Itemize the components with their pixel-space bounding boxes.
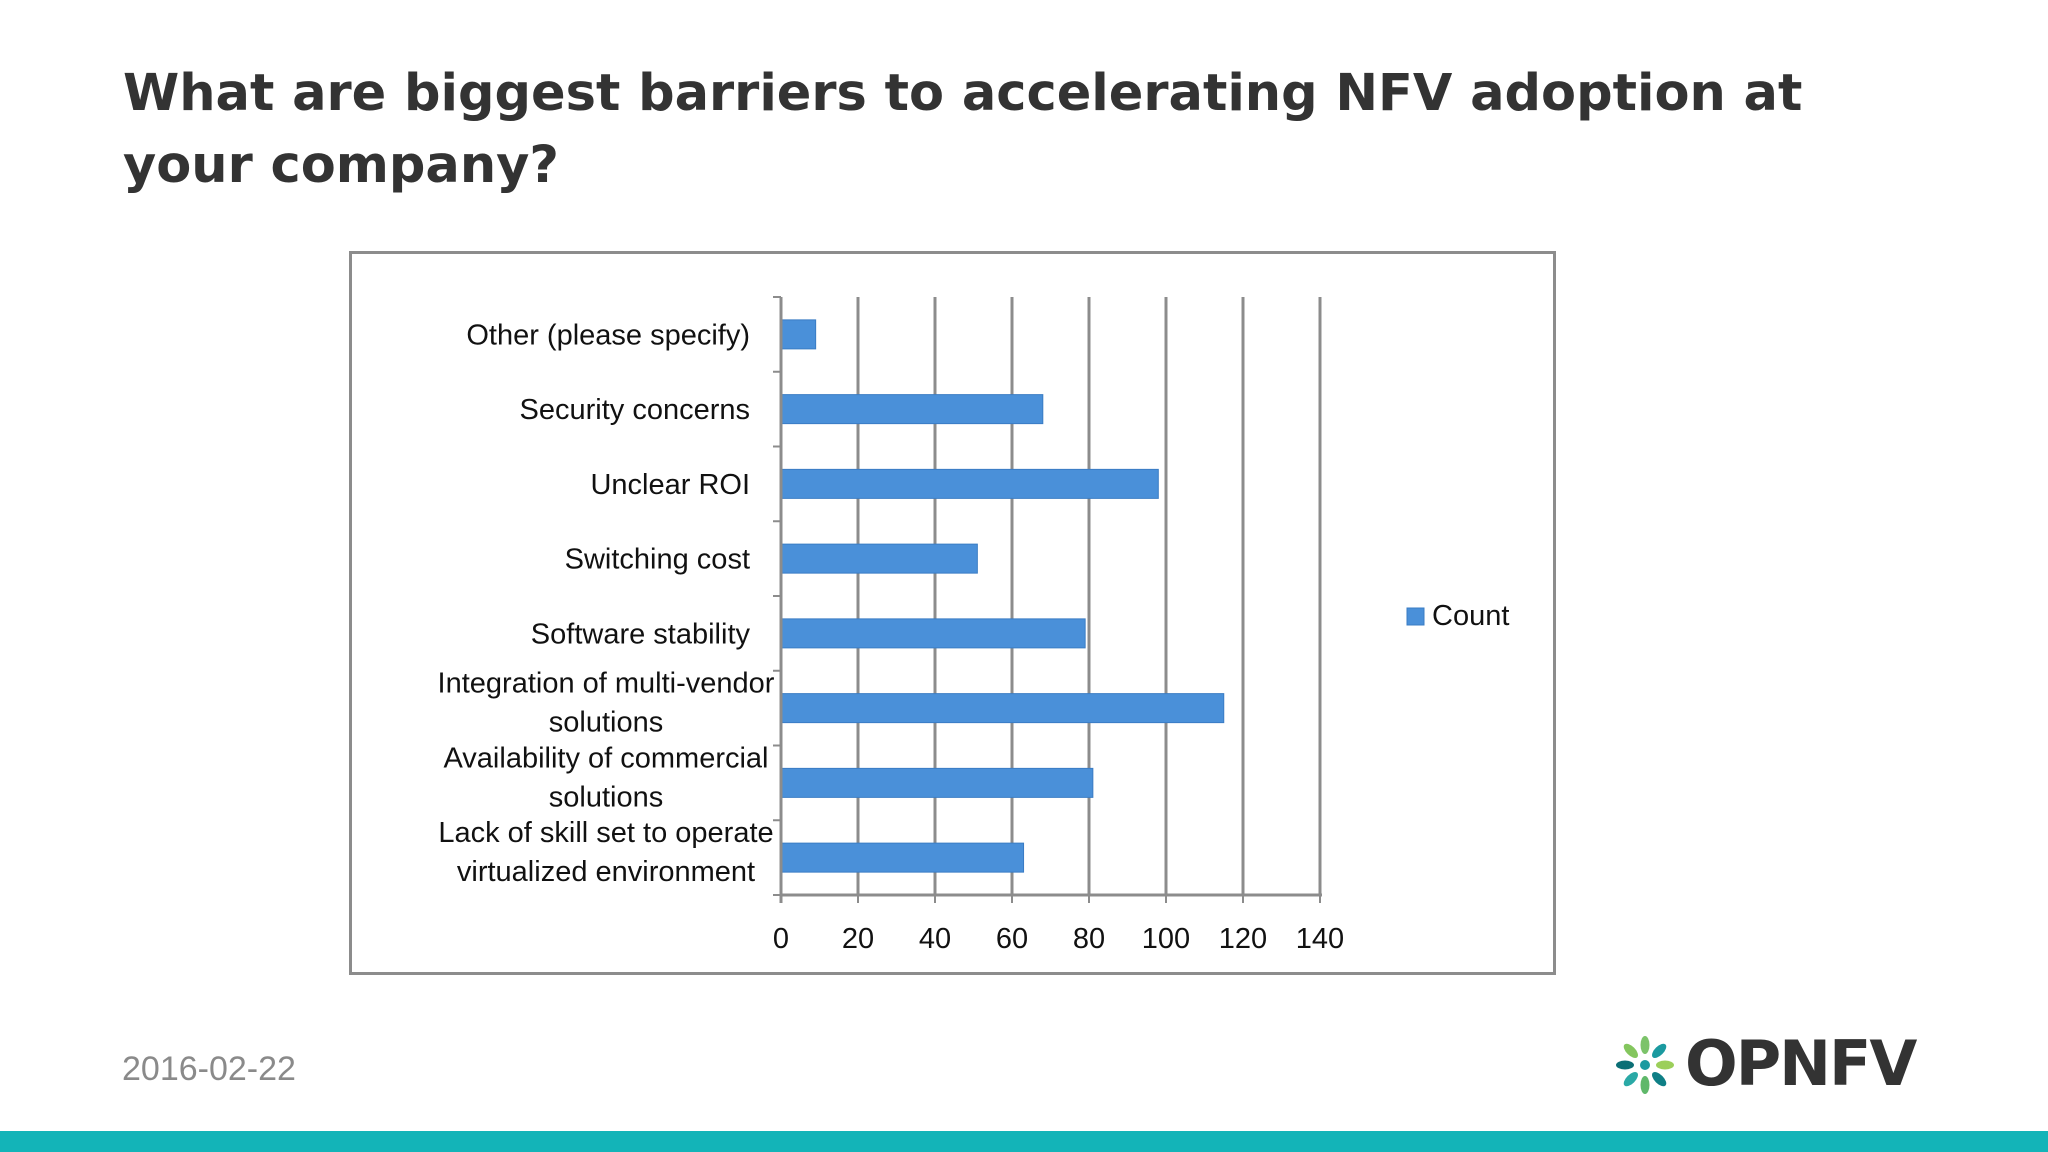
bar-4 — [780, 543, 978, 574]
logo-wordmark: OPNFV — [1685, 1027, 1917, 1100]
category-label-8: Lack of skill set to operate virtualized … — [438, 817, 773, 888]
bar-8 — [780, 842, 1025, 873]
legend-swatch — [1406, 607, 1425, 626]
bar-7 — [780, 767, 1094, 798]
slide-date: 2016-02-22 — [122, 1050, 296, 1088]
legend: Count — [1406, 600, 1509, 632]
slide-title: What are biggest barriers to acceleratin… — [123, 64, 1803, 195]
category-label-6: Integration of multi-vendor solutions — [438, 668, 775, 739]
bar-chart: Other (please specify) Security concerns U… — [438, 296, 1509, 955]
x-tick-label-140: 140 — [1296, 923, 1344, 955]
opnfv-logo: OPNFV — [1612, 1027, 1917, 1100]
category-label-7: Availability of commercial solutions — [443, 742, 768, 813]
category-label-2: Security concerns — [520, 394, 751, 426]
x-tick-label-0: 0 — [773, 923, 789, 955]
x-tick-label-40: 40 — [919, 923, 951, 955]
x-tick-label-120: 120 — [1219, 923, 1267, 955]
opnfv-flower-icon — [1616, 1036, 1674, 1094]
chart-frame: Other (please specify) Security concerns U… — [349, 251, 1556, 975]
category-label-4: Switching cost — [565, 544, 750, 576]
legend-label: Count — [1432, 600, 1509, 632]
x-tick-label-100: 100 — [1142, 923, 1190, 955]
bars — [780, 319, 1225, 873]
category-label-1: Other (please specify) — [466, 319, 750, 351]
x-tick-label-60: 60 — [996, 923, 1028, 955]
x-tick-labels: 0 20 40 60 80 100 120 140 — [773, 923, 1344, 955]
bar-6 — [780, 693, 1225, 724]
bar-1 — [780, 319, 817, 350]
category-labels: Other (please specify) Security concerns U… — [438, 319, 775, 888]
category-label-3: Unclear ROI — [590, 469, 750, 501]
bar-3 — [780, 468, 1159, 499]
footer-bar — [0, 1131, 2048, 1152]
axes — [773, 296, 1322, 903]
x-tick-label-80: 80 — [1073, 923, 1105, 955]
bar-5 — [780, 618, 1086, 649]
bar-2 — [780, 394, 1044, 425]
x-tick-label-20: 20 — [842, 923, 874, 955]
grid-lines — [856, 297, 1322, 895]
category-label-5: Software stability — [531, 618, 751, 650]
